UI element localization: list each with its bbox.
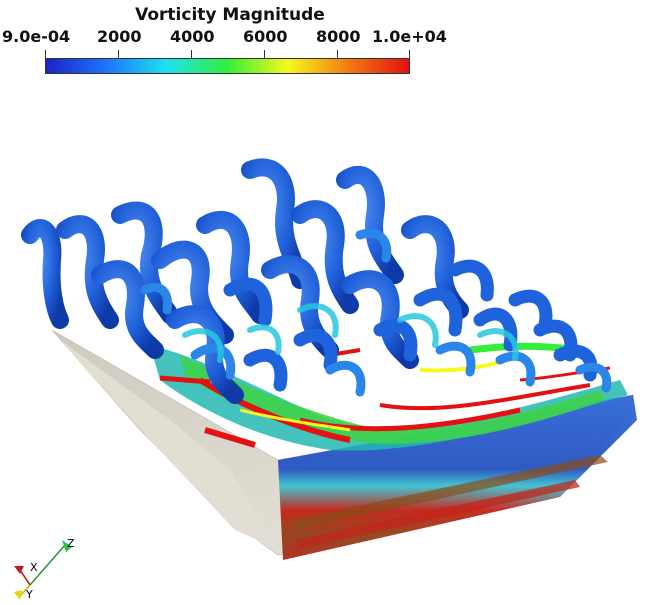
y-axis-arrow-icon bbox=[14, 590, 22, 600]
tick-label-6000: 6000 bbox=[243, 27, 288, 46]
orientation-axes bbox=[14, 540, 72, 600]
tick-mark bbox=[45, 50, 46, 59]
vortex-tubes bbox=[21, 158, 612, 404]
x-axis-arrow-icon bbox=[14, 566, 24, 574]
legend-title: Vorticity Magnitude bbox=[135, 5, 325, 25]
y-axis-line bbox=[19, 584, 31, 597]
x-axis-label: X bbox=[30, 561, 38, 574]
y-axis-label: Y bbox=[26, 588, 33, 601]
near-wall-structures bbox=[150, 342, 628, 451]
x-axis-line bbox=[19, 569, 31, 586]
tick-label-8000: 8000 bbox=[316, 27, 361, 46]
tick-mark bbox=[264, 50, 265, 59]
tick-mark bbox=[337, 50, 338, 59]
tick-label-min: 9.0e-04 bbox=[2, 27, 71, 46]
tick-label-4000: 4000 bbox=[170, 27, 215, 46]
colorbar-gradient bbox=[45, 58, 410, 74]
z-axis-line bbox=[29, 544, 66, 586]
tick-label-max: 1.0e+04 bbox=[372, 27, 447, 46]
tick-label-2000: 2000 bbox=[97, 27, 142, 46]
tick-mark bbox=[191, 50, 192, 59]
tick-mark bbox=[118, 50, 119, 59]
tick-mark bbox=[409, 50, 410, 59]
wall-surface bbox=[51, 329, 637, 560]
z-axis-label: Z bbox=[67, 537, 75, 550]
z-axis-arrow-icon bbox=[62, 540, 72, 552]
